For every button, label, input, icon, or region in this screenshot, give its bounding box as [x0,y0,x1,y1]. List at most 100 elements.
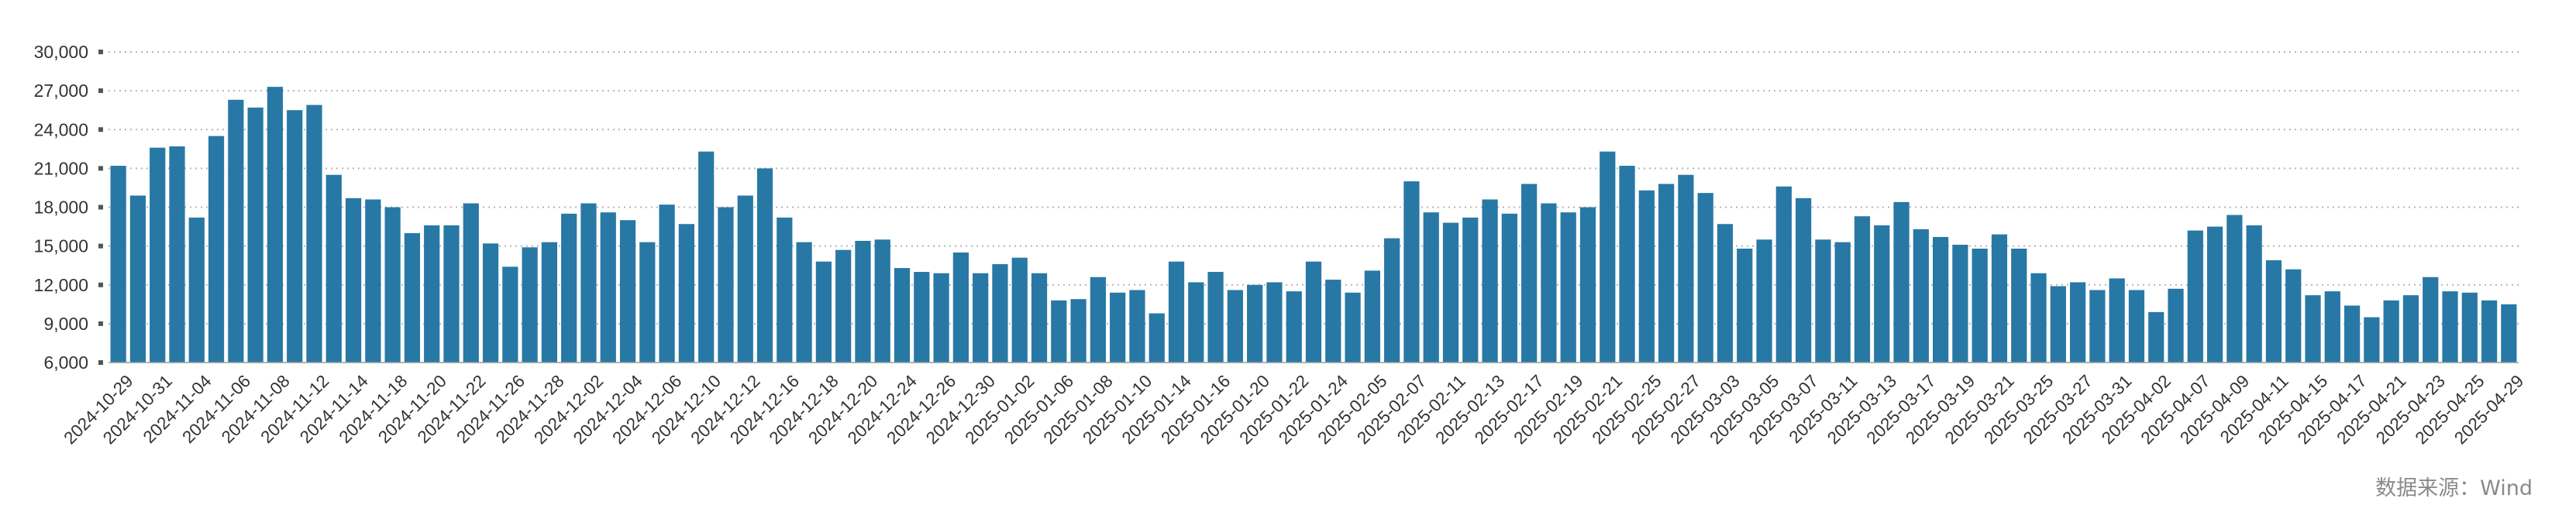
x-axis: 2024-10-292024-10-312024-11-042024-11-06… [60,362,2527,448]
y-axis: 6,000 9,000 12,000 15,000 18,000 21,000 24,000… [34,42,103,373]
y-tick-label: 15,000 [34,236,88,256]
bar [2501,304,2517,363]
bar [600,212,616,363]
bar [463,203,479,363]
bar [1462,217,1479,363]
bar [1815,239,1831,363]
bar [325,174,342,363]
bar [815,261,832,363]
bar [678,224,695,363]
bar [2187,230,2203,363]
bar [1364,270,1380,363]
bar [1090,277,1106,363]
bar [2402,295,2419,363]
y-tick-label: 18,000 [34,198,88,218]
y-tick-mark [98,321,103,326]
bar [1658,184,1675,363]
data-source-note: 数据来源：Wind [2375,476,2533,500]
bar [1305,261,1322,363]
y-tick-label: 24,000 [34,119,88,139]
bar [2128,290,2145,363]
y-tick-label: 21,000 [34,158,88,178]
bar [1600,151,1616,363]
bar [1501,213,1517,363]
bars [110,87,2517,363]
bar [914,272,930,363]
bar [1775,186,1792,363]
bar [306,105,322,363]
bar [2344,305,2361,363]
bar [1991,234,2008,363]
bar [2246,225,2262,363]
bar [1149,313,1165,363]
bar [2305,295,2321,363]
y-tick-label: 6,000 [43,352,88,373]
bar [502,266,518,363]
bar [2461,292,2478,363]
bar [522,247,538,363]
bar [737,195,753,363]
bar [1423,212,1439,363]
bar [1011,257,1028,363]
bar [796,242,812,363]
bar [1325,280,1341,363]
bar [1207,272,1224,363]
bar [2324,291,2340,363]
y-tick-mark [98,166,103,171]
bar [1051,300,1067,363]
bar [1874,225,1890,363]
bar [2168,288,2184,363]
bar [110,166,126,363]
bar [1384,238,1400,363]
bar [1579,207,1596,363]
bar [1129,290,1145,363]
bar [247,107,263,363]
y-tick-mark [98,243,103,249]
bar [1972,248,1988,363]
bar [973,273,989,363]
bar [1286,291,1302,363]
bar [1266,282,1283,363]
bar [1188,282,1204,363]
bar [1796,198,1812,363]
bar [2206,226,2223,363]
bar [404,232,421,363]
bar [169,146,185,363]
bar [345,198,362,363]
bar [2069,282,2086,363]
bar [2109,278,2125,363]
bar [1854,216,1871,363]
bar [188,217,205,363]
y-tick-label: 9,000 [43,314,88,334]
bar [443,225,460,363]
bar [659,205,675,363]
bar [561,213,577,363]
bar [384,207,401,363]
bar [150,147,166,363]
bar [1227,290,1243,363]
bar [1345,292,1361,363]
bar [2265,260,2282,363]
bar [2089,290,2106,363]
y-tick-mark [98,127,103,132]
bar [580,203,597,363]
bar [874,239,890,363]
bar [933,273,949,363]
bar [2481,300,2498,363]
bar [2148,311,2164,363]
y-tick-label: 27,000 [34,81,88,101]
y-tick-label: 30,000 [34,42,88,62]
bar [1482,199,1498,363]
bar [1403,181,1420,363]
bar [1913,229,1929,363]
bar [619,220,636,363]
bar [1031,273,1048,363]
y-tick-mark [98,205,103,210]
bar [1834,242,1851,363]
bar [952,252,969,363]
bar [287,110,303,363]
bar [894,268,911,363]
bar [2364,317,2380,363]
y-tick-mark [98,88,103,94]
